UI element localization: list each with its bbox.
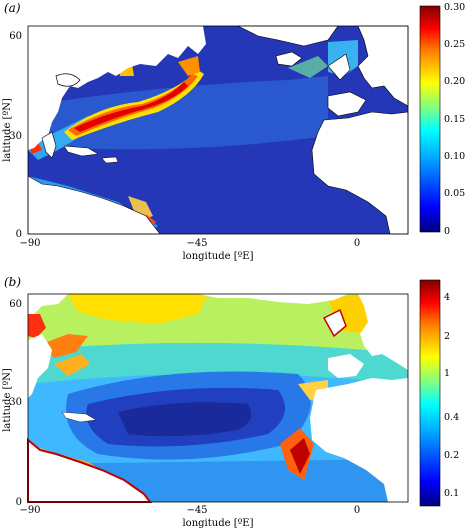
- panel-b-xlabel: longitude [ºE]: [182, 518, 253, 529]
- panel-b-map: [27, 293, 409, 503]
- panel-a-xtick-m45: −45: [186, 238, 207, 249]
- panel-a-xtick-0: 0: [354, 238, 360, 249]
- panel-a: (a) 60 30: [2, 1, 465, 262]
- panel-b-cbar-tick: 0.1: [444, 488, 459, 499]
- panel-a-xlabel: longitude [ºE]: [182, 251, 253, 262]
- panel-a-cbar-tick: 0: [444, 226, 450, 237]
- panel-a-label: (a): [4, 1, 21, 15]
- panel-b-cbar-tick: 0.4: [444, 412, 459, 423]
- panel-b-cbar-tick: 2: [444, 331, 450, 342]
- panel-b-colorbar: 4 2 1 0.4 0.2 0.1: [419, 279, 459, 507]
- panel-a-ytick-30: 30: [9, 131, 22, 142]
- panel-b-label: (b): [4, 275, 21, 289]
- panel-b-cbar-tick: 1: [444, 368, 450, 379]
- panel-a-ylabel: latitude [ºN]: [2, 98, 13, 162]
- panel-b-ytick-30: 30: [9, 397, 22, 408]
- panel-b-cbar-tick: 0.2: [444, 450, 459, 461]
- panel-a-xtick-m90: −90: [19, 238, 40, 249]
- panel-b-ylabel: latitude [ºN]: [2, 368, 13, 432]
- panel-a-cbar-tick: 0.25: [444, 39, 465, 50]
- panel-b-frame: [27, 293, 409, 503]
- panel-a-map: [27, 25, 409, 235]
- panel-a-axes: 60 30 0 −90 −45 0 longitude [ºE] latitud…: [2, 31, 360, 262]
- panel-b-xtick-0: 0: [354, 505, 360, 516]
- panel-a-cbar-tick: 0.10: [444, 151, 465, 162]
- panel-a-frame: [27, 25, 409, 235]
- panel-a-cbar-tick: 0.30: [444, 2, 465, 13]
- panel-b: (b): [2, 275, 459, 529]
- panel-b-ytick-0: 0: [16, 497, 22, 508]
- panel-b-axes: 60 30 0 −90 −45 0 longitude [ºE] latitud…: [2, 299, 360, 529]
- panel-a-ytick-60: 60: [9, 31, 22, 42]
- panel-b-ytick-60: 60: [9, 299, 22, 310]
- panel-a-ytick-0: 0: [16, 229, 22, 240]
- panel-a-cbar-tick: 0.15: [444, 114, 465, 125]
- panel-a-cbar-tick: 0.05: [444, 188, 465, 199]
- panel-b-xtick-m45: −45: [186, 505, 207, 516]
- panel-b-xtick-m90: −90: [19, 505, 40, 516]
- panel-b-cbar-tick: 4: [444, 292, 450, 303]
- panel-a-colorbar: 0.30 0.25 0.20 0.15 0.10 0.05 0: [419, 2, 465, 237]
- panel-a-cbar-tick: 0.20: [444, 76, 465, 87]
